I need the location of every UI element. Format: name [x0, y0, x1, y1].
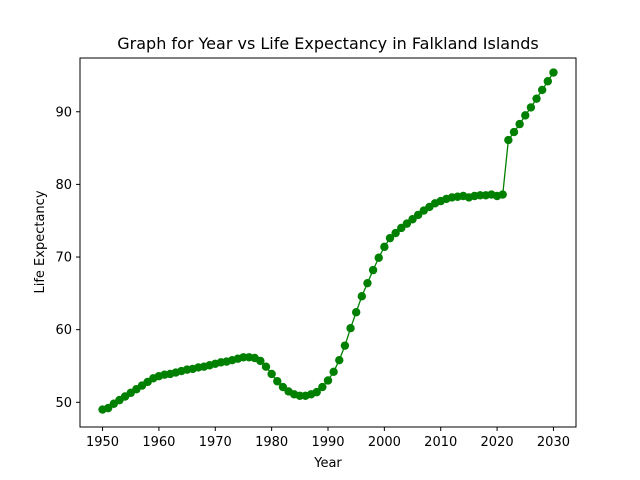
data-point — [351, 308, 361, 317]
data-point — [385, 233, 395, 243]
data-point — [380, 242, 389, 252]
x-axis: 1950 1960 1970 1980 1990 2000 2010 2020 2030 — [86, 427, 570, 450]
data-point — [267, 369, 276, 379]
data-point — [532, 94, 541, 103]
data-point — [521, 111, 530, 120]
data-point — [543, 77, 553, 86]
x-tick-label: 2020 — [481, 435, 514, 450]
data-point — [391, 228, 400, 238]
y-tick-label: 50 — [55, 396, 72, 411]
data-point — [323, 376, 333, 385]
data-point — [261, 362, 271, 371]
data-point — [374, 253, 383, 262]
x-tick-label: 1970 — [199, 435, 232, 450]
data-point — [368, 265, 378, 275]
data-point — [318, 382, 327, 392]
data-point — [526, 103, 536, 112]
data-point — [312, 387, 321, 397]
y-tick-label: 80 — [55, 178, 72, 193]
data-point — [549, 68, 558, 77]
data-point — [273, 377, 282, 386]
x-axis-title: Year — [313, 456, 342, 471]
y-tick-label: 60 — [55, 323, 72, 338]
x-tick-label: 1980 — [255, 435, 288, 450]
chart-title: Graph for Year vs Life Expectancy in Fal… — [117, 34, 538, 53]
y-tick-label: 70 — [55, 251, 72, 266]
data-point — [498, 190, 507, 199]
data-point — [363, 278, 372, 288]
data-point — [346, 324, 355, 333]
data-point — [537, 85, 547, 95]
series-line — [102, 72, 554, 411]
data-point — [335, 355, 344, 365]
data-point — [357, 292, 367, 301]
x-tick-label: 2030 — [537, 435, 570, 450]
x-tick-label: 2010 — [424, 435, 457, 450]
x-tick-label: 1990 — [311, 435, 344, 450]
x-tick-label: 1960 — [142, 435, 175, 450]
data-point — [509, 127, 519, 137]
y-axis: 50 60 70 80 90 — [55, 105, 80, 411]
axes-frame — [79, 57, 577, 428]
plot-area — [98, 68, 558, 414]
data-point — [504, 135, 513, 145]
data-point — [515, 119, 524, 129]
y-tick-label: 90 — [55, 105, 72, 120]
y-axis-title: Life Expectancy — [33, 190, 48, 293]
x-tick-label: 2000 — [368, 435, 401, 450]
data-point — [256, 356, 265, 366]
x-tick-label: 1950 — [86, 435, 119, 450]
data-point — [340, 341, 350, 350]
data-point — [329, 367, 338, 376]
